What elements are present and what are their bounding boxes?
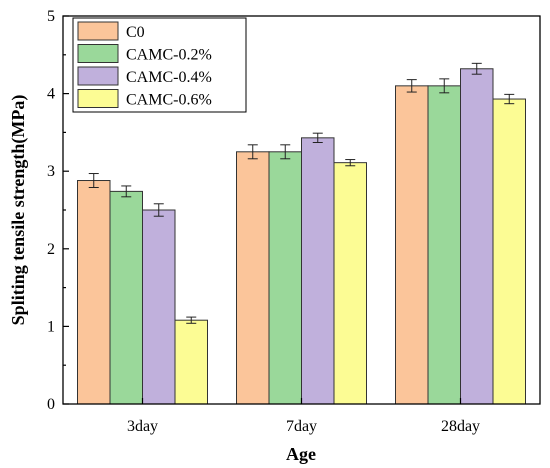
legend-label: CAMC-0.2%	[126, 47, 212, 64]
y-axis-title: Spliting tensile strength(MPa)	[8, 95, 29, 326]
y-tick-label: 0	[47, 396, 55, 413]
plot-frame	[62, 15, 541, 405]
x-axis: 3day 7day 28day	[127, 398, 480, 435]
legend-swatch	[77, 21, 119, 41]
x-tick-label: 7day	[286, 418, 317, 435]
bar	[460, 68, 494, 405]
bar	[174, 319, 208, 405]
bars-group	[77, 62, 526, 405]
legend-label: C0	[126, 24, 145, 41]
y-tick-label: 1	[47, 318, 55, 335]
bar	[492, 98, 526, 405]
bar	[236, 151, 270, 405]
bar	[109, 190, 143, 405]
legend-label: CAMC-0.6%	[126, 92, 212, 109]
legend: C0 CAMC-0.2% CAMC-0.4% CAMC-0.6%	[72, 17, 247, 113]
x-tick-label: 28day	[441, 418, 480, 435]
y-tick-label: 4	[47, 86, 55, 103]
y-tick-label: 5	[47, 8, 55, 25]
bar	[301, 137, 335, 405]
legend-swatch	[77, 44, 119, 63]
bar	[77, 180, 111, 405]
legend-swatch	[77, 89, 119, 108]
bar	[427, 85, 461, 405]
x-tick-label: 3day	[127, 418, 158, 435]
bar	[142, 209, 176, 405]
x-axis-title: Age	[286, 444, 316, 464]
bar	[333, 162, 367, 405]
y-axis: 0 1 2 3 4 5	[47, 8, 69, 413]
bar	[395, 85, 429, 405]
y-tick-label: 3	[47, 163, 55, 180]
legend-swatch	[77, 66, 119, 86]
bar	[268, 151, 302, 405]
legend-label: CAMC-0.4%	[126, 69, 212, 86]
y-tick-label: 2	[47, 241, 55, 258]
